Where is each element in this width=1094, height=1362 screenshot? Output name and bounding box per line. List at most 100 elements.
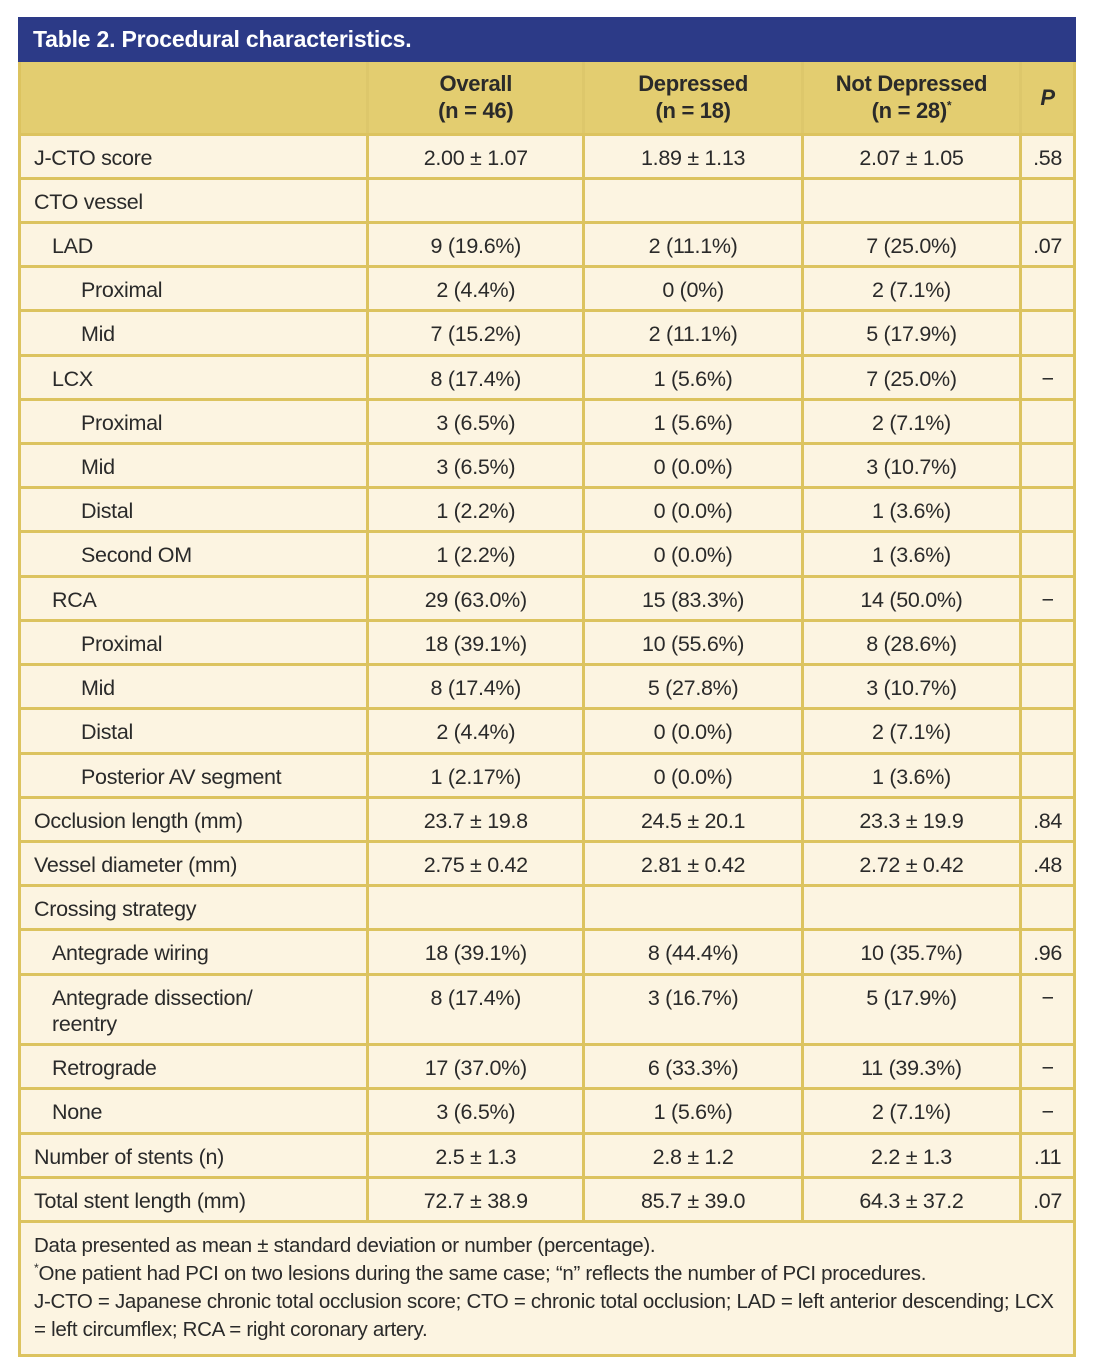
cell-depressed: 85.7 ± 39.0 <box>582 1175 804 1223</box>
row-label: Mid <box>17 442 370 490</box>
row-label: CTO vessel <box>17 176 370 224</box>
cell-p-value: .48 <box>1019 839 1076 888</box>
cell-p-value: − <box>1019 574 1076 622</box>
cell-overall: 2.75 ± 0.42 <box>366 839 586 888</box>
row-label: RCA <box>17 574 370 622</box>
cell-overall: 17 (37.0%) <box>366 1043 586 1091</box>
cell-p-value: − <box>1019 1087 1076 1135</box>
table-row: RCA 29 (63.0%) 15 (83.3%) 14 (50.0%) − <box>17 574 1076 622</box>
cell-p-value <box>1019 751 1076 799</box>
header-row: Overall (n = 46) Depressed (n = 18) Not … <box>17 62 1076 136</box>
row-label: Second OM <box>17 530 370 578</box>
cell-p-value: − <box>1019 972 1076 1047</box>
cell-depressed: 5 (27.8%) <box>582 663 804 711</box>
cell-overall <box>366 176 586 224</box>
cell-not-depressed: 1 (3.6%) <box>800 486 1023 534</box>
cell-depressed: 1 (5.6%) <box>582 353 804 401</box>
cell-not-depressed: 2.72 ± 0.42 <box>800 839 1023 888</box>
cell-p-value <box>1019 663 1076 711</box>
cell-depressed: 1.89 ± 1.13 <box>582 132 804 180</box>
cell-depressed: 0 (0.0%) <box>582 486 804 534</box>
header-empty <box>17 62 370 136</box>
row-label: Posterior AV segment <box>17 751 370 799</box>
cell-depressed: 0 (0%) <box>582 265 804 313</box>
row-label: Occlusion length (mm) <box>17 795 370 844</box>
table-row: CTO vessel <box>17 176 1076 224</box>
table-row: Distal 2 (4.4%) 0 (0.0%) 2 (7.1%) <box>17 707 1076 755</box>
row-label: Mid <box>17 663 370 711</box>
row-label: LCX <box>17 353 370 401</box>
header-not-depressed-line1: Not Depressed <box>835 70 988 96</box>
cell-overall: 3 (6.5%) <box>366 442 586 490</box>
cell-overall: 7 (15.2%) <box>366 309 586 357</box>
footnote-line: *One patient had PCI on two lesions duri… <box>34 1261 927 1285</box>
table-row: Proximal 3 (6.5%) 1 (5.6%) 2 (7.1%) <box>17 397 1076 446</box>
cell-p-value <box>1019 397 1076 446</box>
cell-overall: 2.00 ± 1.07 <box>366 132 586 180</box>
cell-p-value <box>1019 486 1076 534</box>
cell-not-depressed: 14 (50.0%) <box>800 574 1023 622</box>
cell-not-depressed: 2 (7.1%) <box>800 1087 1023 1135</box>
table-row: Crossing strategy <box>17 884 1076 932</box>
header-overall-line1: Overall <box>439 70 513 96</box>
procedural-characteristics-table: Overall (n = 46) Depressed (n = 18) Not … <box>17 62 1076 1358</box>
table-row: Proximal 18 (39.1%) 10 (55.6%) 8 (28.6%) <box>17 618 1076 667</box>
cell-overall: 8 (17.4%) <box>366 972 586 1047</box>
row-label: Crossing strategy <box>17 884 370 932</box>
cell-not-depressed: 2 (7.1%) <box>800 397 1023 446</box>
cell-depressed: 2.8 ± 1.2 <box>582 1131 804 1179</box>
cell-not-depressed: 11 (39.3%) <box>800 1043 1023 1091</box>
cell-overall: 3 (6.5%) <box>366 397 586 446</box>
table-header: Overall (n = 46) Depressed (n = 18) Not … <box>17 62 1076 136</box>
table-row: Posterior AV segment 1 (2.17%) 0 (0.0%) … <box>17 751 1076 799</box>
row-label: J-CTO score <box>17 132 370 180</box>
cell-not-depressed: 5 (17.9%) <box>800 972 1023 1047</box>
cell-depressed: 0 (0.0%) <box>582 751 804 799</box>
cell-overall: 1 (2.2%) <box>366 486 586 534</box>
row-label: None <box>17 1087 370 1135</box>
table-footer: Data presented as mean ± standard deviat… <box>18 1219 1076 1358</box>
table-row: Mid 3 (6.5%) 0 (0.0%) 3 (10.7%) <box>17 442 1076 490</box>
header-depressed-line2: (n = 18) <box>655 98 731 124</box>
cell-not-depressed: 2.2 ± 1.3 <box>800 1131 1023 1179</box>
cell-depressed: 1 (5.6%) <box>582 1087 804 1135</box>
cell-not-depressed: 2 (7.1%) <box>800 265 1023 313</box>
table-row: Occlusion length (mm) 23.7 ± 19.8 24.5 ±… <box>17 795 1076 844</box>
cell-overall: 1 (2.2%) <box>366 530 586 578</box>
cell-p-value <box>1019 265 1076 313</box>
cell-p-value <box>1019 309 1076 357</box>
cell-depressed: 8 (44.4%) <box>582 928 804 976</box>
table-row: Second OM 1 (2.2%) 0 (0.0%) 1 (3.6%) <box>17 530 1076 578</box>
cell-not-depressed: 7 (25.0%) <box>800 353 1023 401</box>
cell-not-depressed: 8 (28.6%) <box>800 618 1023 667</box>
cell-overall: 2 (4.4%) <box>366 265 586 313</box>
cell-p-value: .11 <box>1019 1131 1076 1179</box>
cell-p-value <box>1019 884 1076 932</box>
header-p-value: P <box>1019 62 1076 136</box>
cell-depressed: 2 (11.1%) <box>582 220 804 269</box>
table-row: None 3 (6.5%) 1 (5.6%) 2 (7.1%) − <box>17 1087 1076 1135</box>
cell-depressed: 1 (5.6%) <box>582 397 804 446</box>
row-label: Total stent length (mm) <box>17 1175 370 1223</box>
table-row: Mid 7 (15.2%) 2 (11.1%) 5 (17.9%) <box>17 309 1076 357</box>
row-label: Vessel diameter (mm) <box>17 839 370 888</box>
cell-not-depressed <box>800 884 1023 932</box>
cell-depressed: 0 (0.0%) <box>582 442 804 490</box>
cell-not-depressed: 1 (3.6%) <box>800 530 1023 578</box>
cell-depressed: 2.81 ± 0.42 <box>582 839 804 888</box>
cell-overall: 18 (39.1%) <box>366 618 586 667</box>
cell-depressed: 6 (33.3%) <box>582 1043 804 1091</box>
header-not-depressed: Not Depressed (n = 28)* <box>800 62 1023 136</box>
row-label: Proximal <box>17 397 370 446</box>
cell-depressed <box>582 884 804 932</box>
row-label: LAD <box>17 220 370 269</box>
cell-p-value: .07 <box>1019 220 1076 269</box>
table-row: Distal 1 (2.2%) 0 (0.0%) 1 (3.6%) <box>17 486 1076 534</box>
row-label: Distal <box>17 707 370 755</box>
cell-depressed: 0 (0.0%) <box>582 707 804 755</box>
cell-p-value: .84 <box>1019 795 1076 844</box>
asterisk-footnote-marker: * <box>34 1261 39 1276</box>
cell-p-value <box>1019 707 1076 755</box>
table-row: Vessel diameter (mm) 2.75 ± 0.42 2.81 ± … <box>17 839 1076 888</box>
